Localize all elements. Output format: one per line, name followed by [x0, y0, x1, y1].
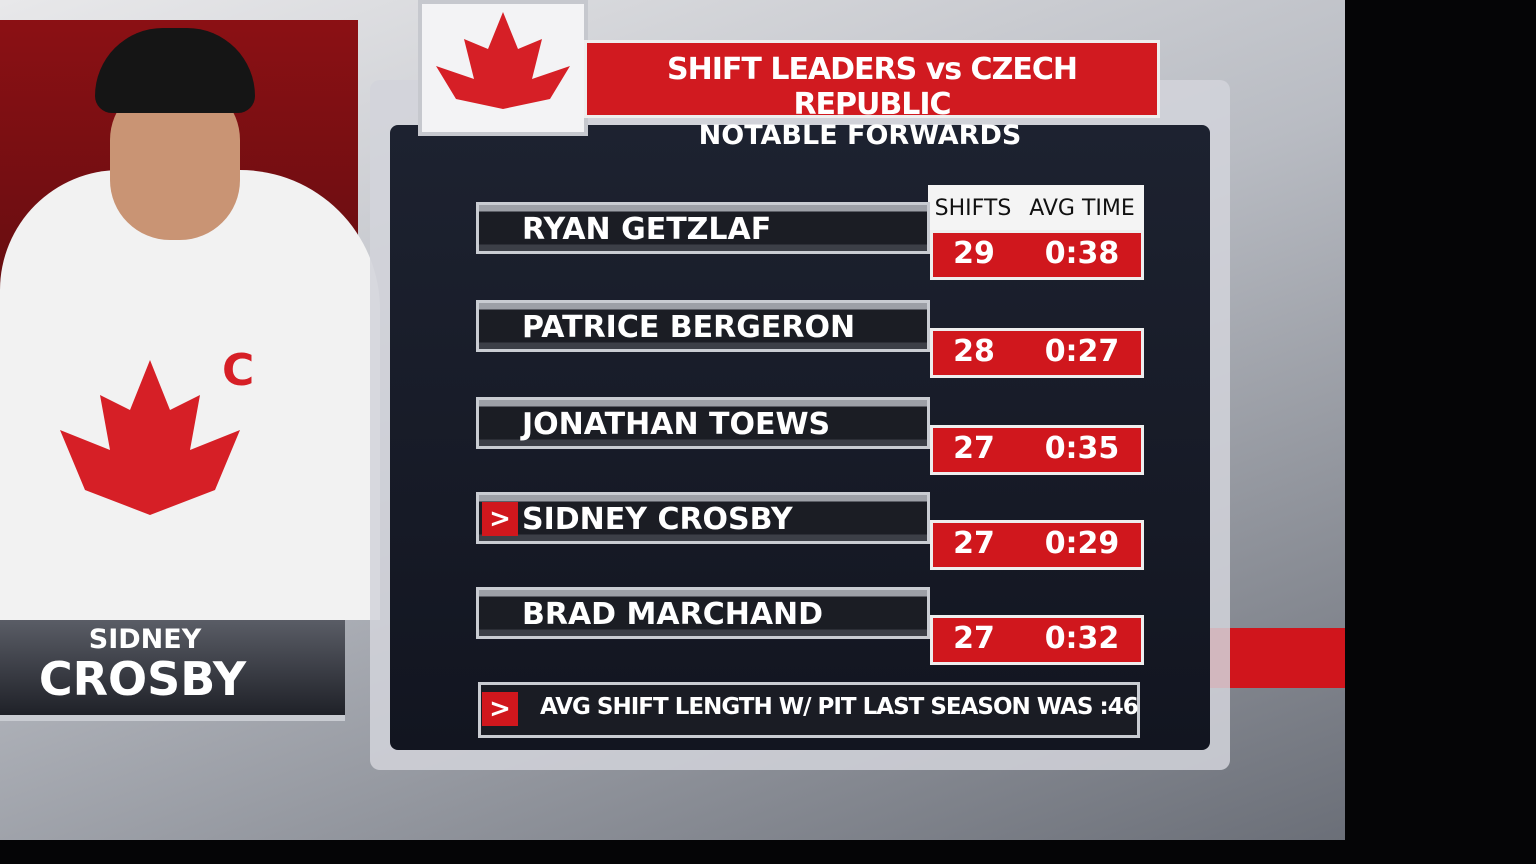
name-bar [476, 587, 930, 639]
column-header [928, 185, 1144, 231]
stat-box [930, 520, 1144, 570]
footer-arrow: > [482, 692, 518, 726]
player-name: BRAD MARCHAND [522, 597, 824, 632]
jersey-art: C [60, 345, 254, 515]
footer: AVG SHIFT LENGTH W/ PIT LAST SEASON WAS … [540, 694, 1139, 720]
player-name: SIDNEY CROSBY [522, 502, 793, 537]
avg-time: 0:29 [1044, 526, 1120, 561]
column-name: AVG TIME [1029, 196, 1135, 221]
name-bar [476, 300, 930, 352]
tv-screen: C SIDNEY CROSBY SHIFT LEADERS vs CZECH R… [0, 0, 1345, 840]
footer-bar [478, 682, 1140, 738]
bezel-bottom [0, 840, 1345, 864]
stat-box [930, 230, 1144, 280]
subtitle: NOTABLE FORWARDS [698, 120, 1022, 151]
player-name: RYAN GETZLAF [522, 212, 772, 247]
bezel [1345, 0, 1536, 864]
name-bar [476, 202, 930, 254]
column-name: SHIFTS [934, 196, 1012, 221]
shifts: 27 [953, 526, 995, 561]
shifts: 27 [953, 431, 995, 466]
logo-leaf [436, 12, 570, 109]
player-last-name: CROSBY [38, 652, 247, 706]
player-first-name: SIDNEY [88, 624, 202, 655]
nameplate [0, 620, 345, 721]
title: SHIFT LEADERS vs CZECH REPUBLIC [667, 52, 1078, 122]
avg-time: 0:32 [1044, 621, 1120, 656]
stat-box [930, 328, 1144, 378]
avg-time: 0:27 [1044, 334, 1120, 369]
captain-c: C [222, 345, 254, 396]
highlight-arrow: > [482, 502, 518, 536]
shifts: 27 [953, 621, 995, 656]
shifts: 28 [953, 334, 995, 369]
name-bar [476, 492, 930, 544]
player-name: PATRICE BERGERON [522, 310, 856, 345]
shifts: 29 [953, 236, 995, 271]
player-name: JONATHAN TOEWS [522, 407, 831, 442]
logo-art [436, 12, 570, 109]
maple-leaf [60, 360, 240, 515]
name-bar [476, 397, 930, 449]
helmet [95, 28, 255, 113]
stat-box [930, 425, 1144, 475]
title-bar [584, 40, 1160, 118]
stat-box [930, 615, 1144, 665]
logo [418, 0, 588, 136]
avg-time: 0:35 [1044, 431, 1120, 466]
avg-time: 0:38 [1044, 236, 1120, 271]
jersey: C [0, 170, 380, 620]
